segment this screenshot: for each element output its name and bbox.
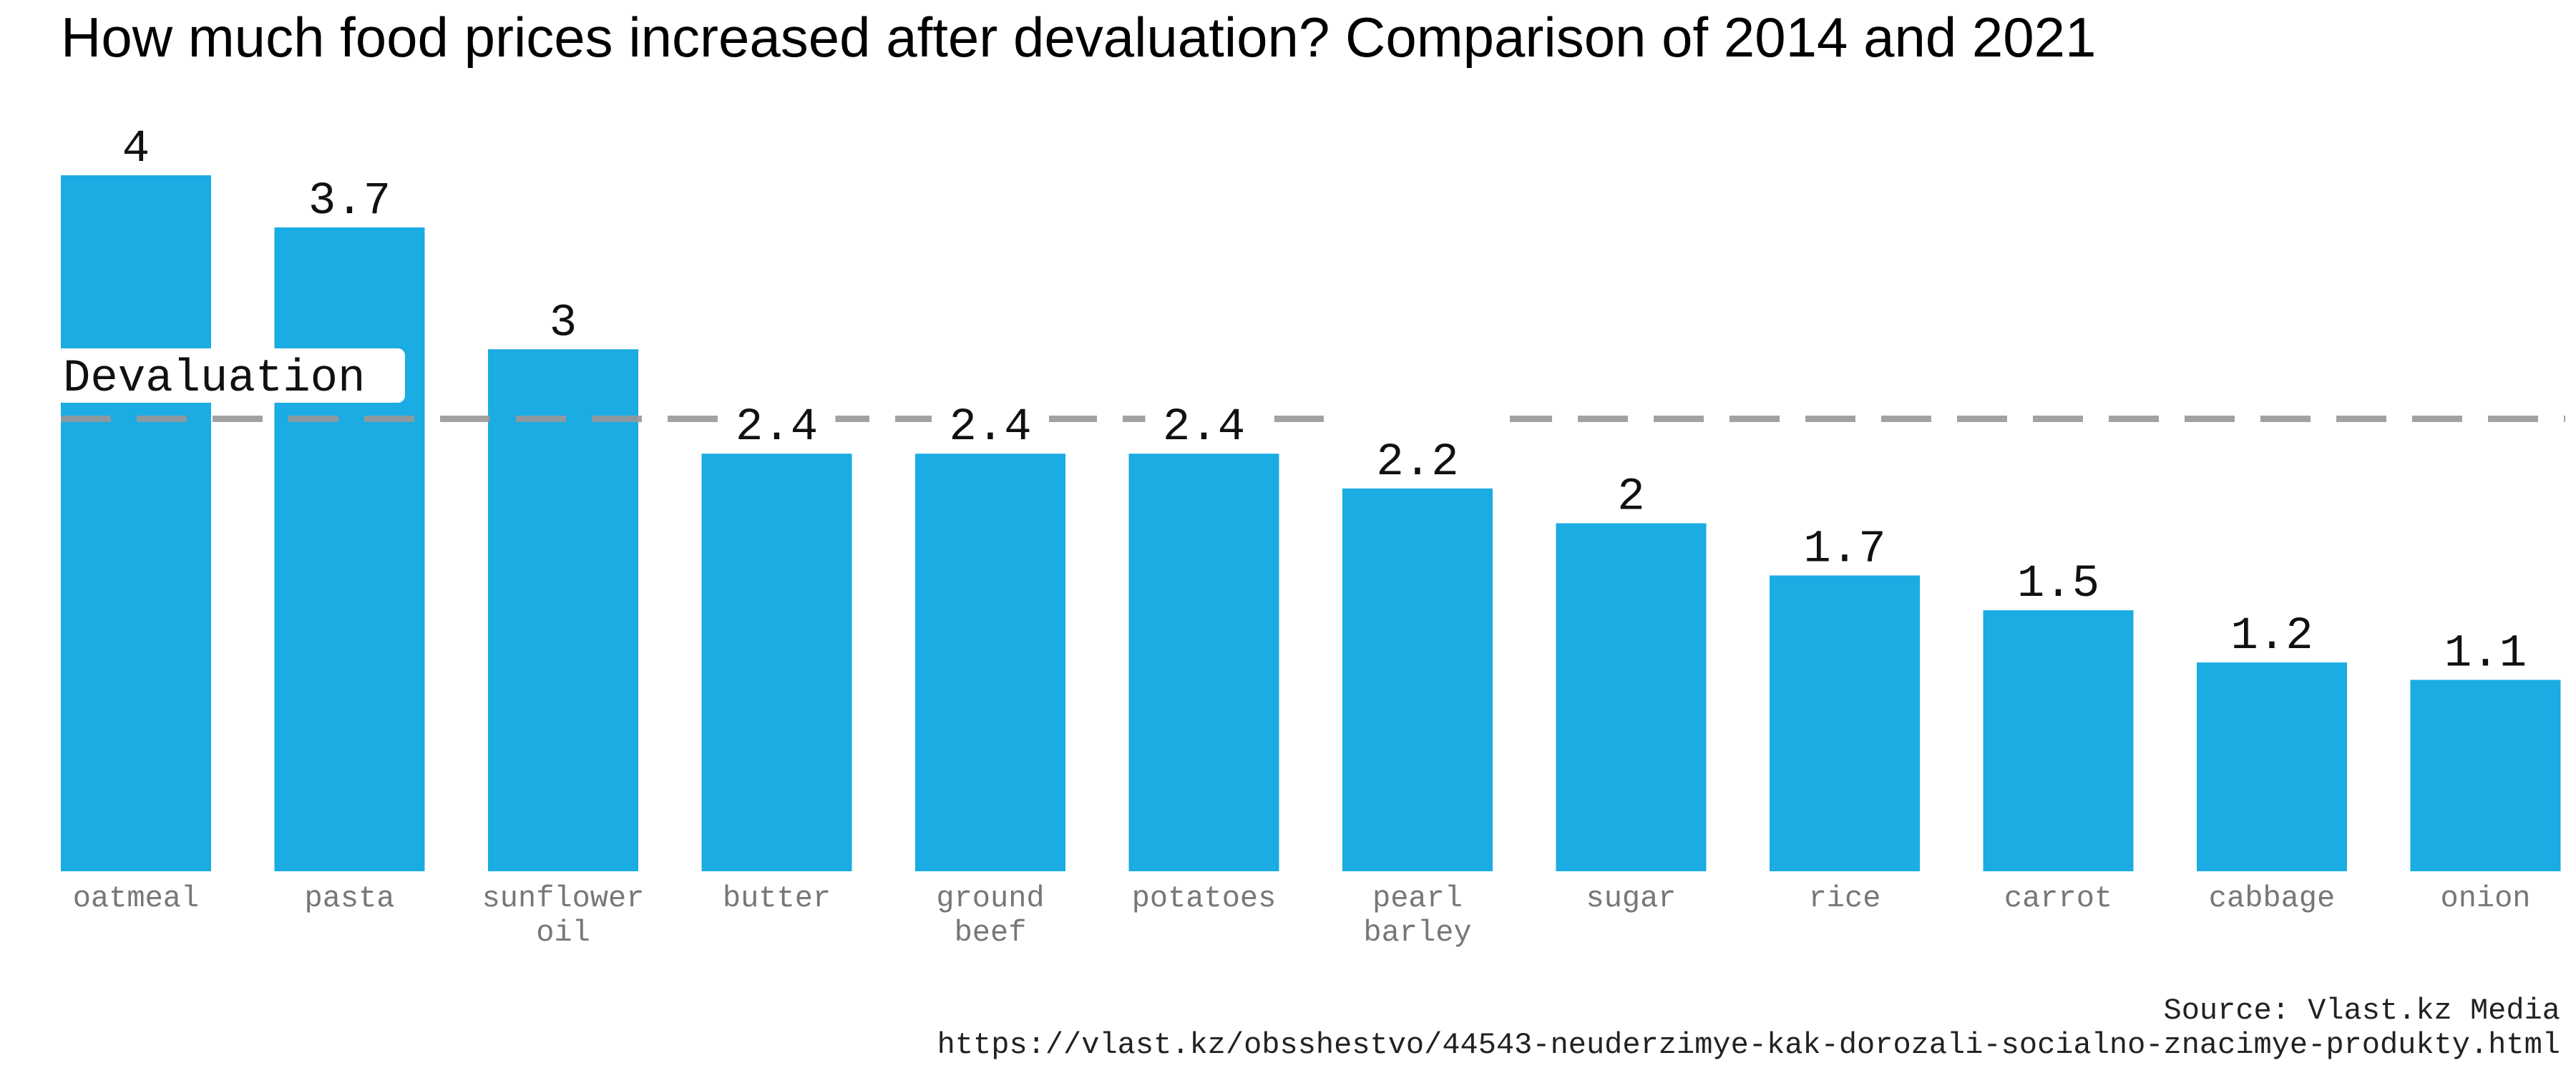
value-label-bg bbox=[291, 170, 409, 219]
value-label-bg bbox=[2426, 622, 2545, 672]
value-label: 1.7 bbox=[1803, 524, 1885, 575]
bar-pearl-barley bbox=[1342, 488, 1493, 871]
labels-layer: 4 oatmeal 3.7 pasta 3 sunflower oil 2.4 butter 2.… bbox=[73, 118, 2545, 950]
value-label-bg bbox=[932, 396, 1049, 446]
category-label: butter bbox=[723, 881, 831, 916]
value-label: 1.2 bbox=[2230, 611, 2313, 662]
value-label-bg bbox=[718, 396, 836, 446]
bar-onion bbox=[2410, 680, 2561, 871]
category-label: pasta bbox=[304, 881, 394, 916]
value-label-bg bbox=[1786, 518, 1903, 567]
bar-sunflower-oil bbox=[488, 349, 638, 871]
value-label: 2.4 bbox=[949, 402, 1031, 454]
reference-label-box bbox=[56, 348, 405, 403]
bar-pasta bbox=[274, 227, 425, 872]
value-label-bg bbox=[504, 292, 622, 341]
bar-sugar bbox=[1556, 523, 1707, 871]
source-url: https://vlast.kz/obsshestvo/44543-neuder… bbox=[937, 1028, 2560, 1062]
value-label: 2.4 bbox=[1163, 402, 1245, 454]
reference-line-layer: Devaluation bbox=[56, 348, 2565, 425]
value-label-bg bbox=[77, 118, 195, 167]
value-label: 3.7 bbox=[308, 176, 391, 227]
bar-oatmeal bbox=[61, 175, 211, 871]
value-label-bg bbox=[1572, 466, 1690, 515]
category-label: cabbage bbox=[2209, 881, 2335, 916]
value-label-bg bbox=[1359, 431, 1476, 480]
source-layer: Source: Vlast.kz Mediahttps://vlast.kz/o… bbox=[937, 994, 2560, 1062]
category-label: sunflower oil bbox=[482, 881, 645, 950]
value-label: 2.2 bbox=[1376, 437, 1458, 489]
category-label: oatmeal bbox=[73, 881, 199, 916]
value-label: 1.5 bbox=[2017, 559, 2099, 610]
value-label: 2.4 bbox=[736, 402, 818, 454]
category-label: pearl barley bbox=[1363, 881, 1471, 950]
bar-rice bbox=[1770, 575, 1920, 871]
bar-carrot bbox=[1983, 610, 2134, 871]
value-label: 1.1 bbox=[2444, 628, 2527, 680]
category-label: ground beef bbox=[936, 881, 1044, 950]
category-label: rice bbox=[1809, 881, 1881, 916]
value-label-bg bbox=[1999, 553, 2117, 602]
bar-potatoes bbox=[1128, 454, 1279, 871]
category-label: sugar bbox=[1586, 881, 1676, 916]
value-label-bg bbox=[1145, 396, 1263, 446]
category-label: onion bbox=[2440, 881, 2530, 916]
source-line: Source: Vlast.kz Media bbox=[2164, 994, 2561, 1028]
chart-title: How much food prices increased after dev… bbox=[61, 6, 2097, 69]
reference-line-gap bbox=[1324, 413, 1510, 425]
value-label-bg bbox=[2213, 605, 2331, 655]
value-label: 2 bbox=[1617, 472, 1644, 524]
bar-cabbage bbox=[2197, 662, 2347, 871]
bar-butter bbox=[701, 454, 852, 871]
reference-label: Devaluation bbox=[63, 353, 365, 405]
bars-layer bbox=[61, 175, 2561, 872]
bar-ground-beef bbox=[915, 454, 1065, 871]
category-label: potatoes bbox=[1132, 881, 1277, 916]
category-label: carrot bbox=[2004, 881, 2112, 916]
value-label: 3 bbox=[550, 298, 577, 349]
value-label: 4 bbox=[122, 124, 150, 175]
